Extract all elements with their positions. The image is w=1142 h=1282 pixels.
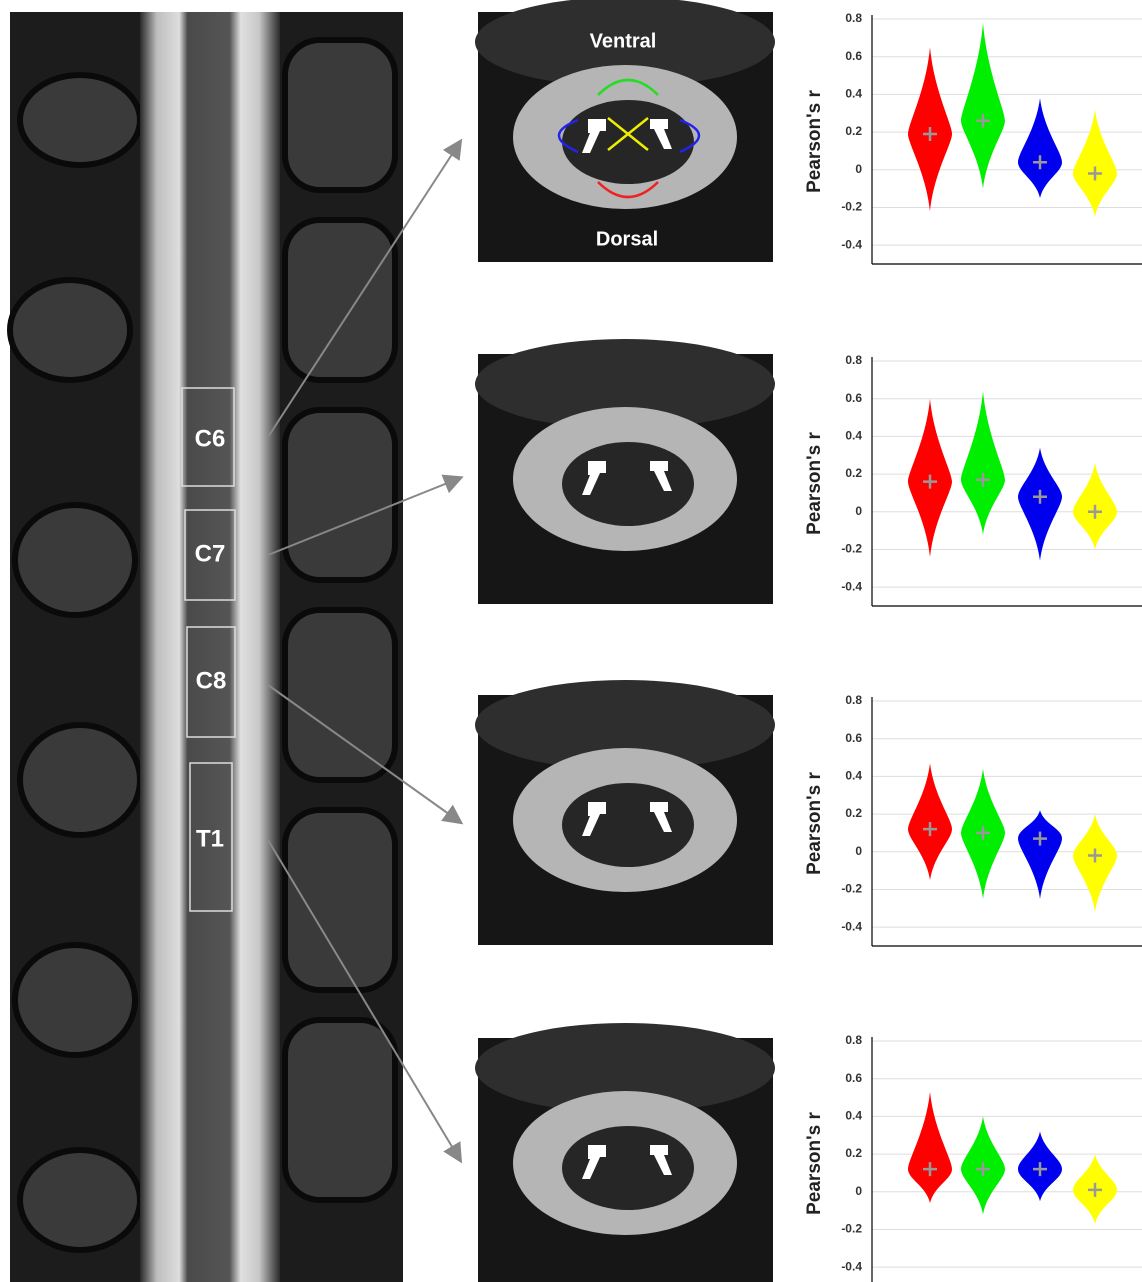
y-axis-label: Pearson's r: [804, 432, 825, 535]
axial-outer: [475, 0, 775, 87]
y-axis-label: Pearson's r: [804, 772, 825, 875]
axial-outer: [475, 680, 775, 770]
violin: [961, 22, 1005, 189]
y-tick-label: 0.6: [845, 1071, 862, 1085]
y-tick-label: 0.6: [845, 49, 862, 63]
mean-marker: [1088, 1182, 1102, 1197]
y-tick-label: 0.2: [845, 466, 862, 480]
y-tick-label: 0.8: [845, 353, 862, 367]
axial-outer: [475, 339, 775, 429]
y-tick-label: 0.6: [845, 391, 862, 405]
y-tick-label: 0: [855, 844, 862, 858]
y-tick-label: 0.6: [845, 731, 862, 745]
y-axis-label: Pearson's r: [804, 1112, 825, 1215]
y-tick-label: 0.2: [845, 1146, 862, 1160]
y-tick-label: 0: [855, 162, 862, 176]
y-tick-label: -0.4: [841, 579, 862, 593]
violin: [1018, 98, 1062, 199]
dorsal-label: Dorsal: [596, 228, 658, 250]
y-tick-label: 0.2: [845, 124, 862, 138]
mean-marker: [976, 825, 990, 840]
y-axis-label: Pearson's r: [804, 90, 825, 193]
mean-marker: [923, 822, 937, 837]
mean-marker: [1088, 504, 1102, 519]
violin: [1018, 447, 1062, 561]
level-label: T1: [196, 825, 224, 852]
level-label: C8: [196, 667, 227, 694]
violin: [908, 1091, 952, 1204]
violin: [961, 391, 1005, 535]
arrows: [267, 138, 464, 1164]
level-label: C6: [195, 425, 226, 452]
connectivity-arrows: [557, 78, 701, 199]
ventral-label: Ventral: [590, 30, 657, 52]
violin: [908, 763, 952, 881]
y-tick-label: 0: [855, 1184, 862, 1198]
mean-marker: [1033, 155, 1047, 170]
violin: [1018, 810, 1062, 899]
level-label: C7: [195, 540, 226, 567]
axial-outer: [475, 1023, 775, 1113]
mean-marker: [1088, 848, 1102, 863]
axial-images: [475, 0, 775, 1282]
mean-marker: [923, 1162, 937, 1177]
y-tick-label: -0.2: [841, 200, 862, 214]
mean-marker: [976, 472, 990, 487]
gray-matter-mask: [582, 802, 672, 836]
y-tick-label: 0.4: [845, 429, 862, 443]
mean-marker: [1088, 166, 1102, 181]
y-tick-label: 0.8: [845, 1033, 862, 1047]
y-tick-label: 0: [855, 504, 862, 518]
y-tick-label: -0.2: [841, 882, 862, 896]
y-tick-label: 0.4: [845, 1109, 862, 1123]
cord-inner: [562, 442, 694, 526]
sagittal-mri: [7, 12, 403, 1282]
gray-matter-mask: [582, 1145, 672, 1179]
y-tick-label: -0.4: [841, 919, 862, 933]
level-boxes: [181, 387, 236, 912]
y-tick-label: 0.2: [845, 806, 862, 820]
y-tick-label: -0.4: [841, 237, 862, 251]
mean-marker: [976, 113, 990, 128]
mean-marker: [923, 474, 937, 489]
y-tick-label: 0.8: [845, 693, 862, 707]
y-tick-label: -0.4: [841, 1259, 862, 1273]
gray-matter-mask: [582, 461, 672, 495]
mean-marker: [923, 126, 937, 141]
cord-inner: [562, 1126, 694, 1210]
gray-matter-mask: [582, 119, 672, 153]
y-tick-label: -0.2: [841, 1222, 862, 1236]
mean-marker: [1033, 831, 1047, 846]
cord-inner: [562, 783, 694, 867]
y-tick-label: 0.8: [845, 11, 862, 25]
mean-marker: [1033, 489, 1047, 504]
mean-marker: [1033, 1162, 1047, 1177]
mean-marker: [976, 1162, 990, 1177]
violin: [1073, 109, 1117, 217]
y-tick-label: 0.4: [845, 769, 862, 783]
y-tick-label: 0.4: [845, 87, 862, 101]
violin: [1073, 814, 1117, 913]
y-tick-label: -0.2: [841, 542, 862, 556]
cord-inner: [562, 100, 694, 184]
